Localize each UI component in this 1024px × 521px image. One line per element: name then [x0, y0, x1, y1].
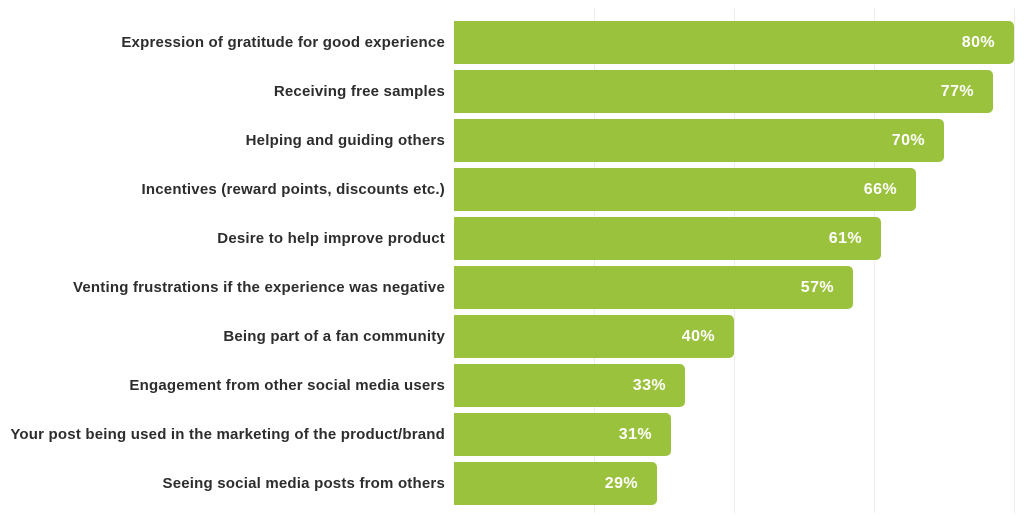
gridline-40: [734, 8, 735, 513]
category-label: Being part of a fan community: [223, 328, 445, 345]
value-label: 70%: [891, 131, 925, 149]
bar-row: Engagement from other social media users…: [0, 361, 1024, 410]
category-label: Desire to help improve product: [217, 230, 445, 247]
bar: 57%: [454, 266, 853, 309]
bar-row: Expression of gratitude for good experie…: [0, 18, 1024, 67]
bar-row: Receiving free samples 77%: [0, 67, 1024, 116]
category-label: Helping and guiding others: [245, 132, 445, 149]
bar-row: Seeing social media posts from others 29%: [0, 459, 1024, 508]
category-label: Receiving free samples: [273, 83, 445, 100]
gridline-60: [874, 8, 875, 513]
gridlines: [454, 8, 1024, 513]
bar-track: 57%: [454, 266, 1024, 309]
bar-row: Desire to help improve product 61%: [0, 214, 1024, 263]
bar: 70%: [454, 119, 944, 162]
value-label: 61%: [828, 229, 862, 247]
value-label: 33%: [632, 376, 666, 394]
category-label: Venting frustrations if the experience w…: [73, 279, 445, 296]
bar: 29%: [454, 462, 657, 505]
bar: 80%: [454, 21, 1014, 64]
bar-track: 33%: [454, 364, 1024, 407]
bar: 33%: [454, 364, 685, 407]
value-label: 29%: [604, 474, 638, 492]
bar-track: 80%: [454, 21, 1024, 64]
bar-track: 40%: [454, 315, 1024, 358]
value-label: 77%: [940, 82, 974, 100]
bar-track: 77%: [454, 70, 1024, 113]
category-label: Incentives (reward points, discounts etc…: [141, 181, 445, 198]
gridline-80: [1014, 8, 1015, 513]
bar-rows: Expression of gratitude for good experie…: [0, 18, 1024, 508]
value-label: 57%: [800, 278, 834, 296]
bar-track: 31%: [454, 413, 1024, 456]
bar: 77%: [454, 70, 993, 113]
category-label: Your post being used in the marketing of…: [10, 426, 445, 443]
value-label: 80%: [961, 33, 995, 51]
bar-row: Venting frustrations if the experience w…: [0, 263, 1024, 312]
category-label: Engagement from other social media users: [129, 377, 445, 394]
value-label: 40%: [681, 327, 715, 345]
bar-row: Helping and guiding others 70%: [0, 116, 1024, 165]
bar-track: 70%: [454, 119, 1024, 162]
gridline-20: [594, 8, 595, 513]
category-label: Expression of gratitude for good experie…: [121, 34, 445, 51]
bar-track: 29%: [454, 462, 1024, 505]
bar: 31%: [454, 413, 671, 456]
category-label: Seeing social media posts from others: [162, 475, 445, 492]
bar-row: Being part of a fan community 40%: [0, 312, 1024, 361]
bar-track: 61%: [454, 217, 1024, 260]
value-label: 31%: [618, 425, 652, 443]
bar: 61%: [454, 217, 881, 260]
value-label: 66%: [863, 180, 897, 198]
bar-row: Your post being used in the marketing of…: [0, 410, 1024, 459]
bar-track: 66%: [454, 168, 1024, 211]
bar: 66%: [454, 168, 916, 211]
bar: 40%: [454, 315, 734, 358]
bar-row: Incentives (reward points, discounts etc…: [0, 165, 1024, 214]
